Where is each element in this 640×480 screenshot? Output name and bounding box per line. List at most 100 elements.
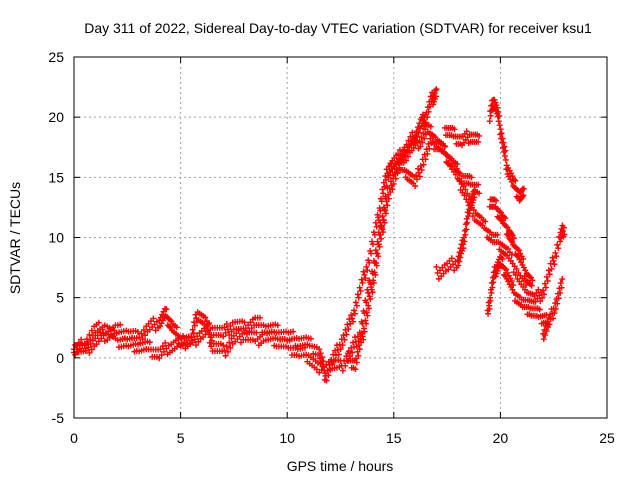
- data-point-marker: [520, 255, 527, 262]
- data-point-marker: [380, 190, 387, 197]
- data-point-marker: [369, 289, 376, 296]
- x-axis-label: GPS time / hours: [287, 458, 394, 474]
- data-point-marker: [82, 345, 89, 352]
- data-point-marker: [81, 340, 88, 347]
- data-point-marker: [224, 348, 231, 355]
- data-point-marker: [157, 346, 164, 353]
- y-tick-label: 25: [48, 49, 64, 65]
- data-point-marker: [456, 258, 463, 265]
- data-point-marker: [475, 181, 482, 188]
- data-point-marker: [163, 306, 170, 313]
- series-track: [433, 187, 478, 282]
- data-point-marker: [357, 287, 364, 294]
- data-point-marker: [191, 322, 198, 329]
- grid: [74, 57, 607, 418]
- data-point-marker: [274, 322, 281, 329]
- data-point-marker: [384, 202, 391, 209]
- data-point-marker: [360, 336, 367, 343]
- data-point-marker: [539, 294, 546, 301]
- data-point-marker: [356, 346, 363, 353]
- data-point-marker: [554, 241, 561, 248]
- data-point-marker: [464, 219, 471, 226]
- data-point-marker: [369, 241, 376, 248]
- data-point-marker: [222, 352, 229, 359]
- data-point-marker: [427, 103, 434, 110]
- data-point-marker: [553, 253, 560, 260]
- data-point-marker: [372, 271, 379, 278]
- series-track: [441, 124, 483, 149]
- data-point-marker: [502, 215, 509, 222]
- data-point-marker: [419, 139, 426, 146]
- data-point-marker: [427, 135, 434, 142]
- data-point-marker: [362, 275, 369, 282]
- data-point-marker: [424, 150, 431, 157]
- data-point-marker: [425, 108, 432, 115]
- data-point-marker: [226, 332, 233, 339]
- data-point-marker: [363, 299, 370, 306]
- data-point-marker: [220, 342, 227, 349]
- data-point-marker: [355, 294, 362, 301]
- data-point-marker: [540, 336, 547, 343]
- y-axis-label: SDTVAR / TECUs: [7, 182, 23, 294]
- data-point-marker: [495, 108, 502, 115]
- data-point-marker: [560, 224, 567, 231]
- data-point-marker: [361, 271, 368, 278]
- data-point-marker: [528, 282, 535, 289]
- data-point-marker: [489, 284, 496, 291]
- data-point-marker: [355, 352, 362, 359]
- data-point-marker: [361, 328, 368, 335]
- data-point-marker: [405, 137, 412, 144]
- data-point-marker: [241, 319, 248, 326]
- data-point-marker: [227, 344, 234, 351]
- data-point-marker: [360, 268, 367, 275]
- data-point-marker: [418, 134, 425, 141]
- data-point-marker: [367, 295, 374, 302]
- data-point-marker: [87, 337, 94, 344]
- data-point-marker: [543, 328, 550, 335]
- data-point-marker: [317, 350, 324, 357]
- data-point-marker: [362, 317, 369, 324]
- data-point-marker: [365, 305, 372, 312]
- data-point-marker: [339, 342, 346, 349]
- data-point-marker: [476, 190, 483, 197]
- data-point-marker: [471, 187, 478, 194]
- data-point-marker: [520, 185, 527, 192]
- data-point-marker: [496, 112, 503, 119]
- data-point-marker: [499, 255, 506, 262]
- data-point-marker: [396, 164, 403, 171]
- data-point-marker: [351, 307, 358, 314]
- data-point-marker: [223, 343, 230, 350]
- data-point-marker: [346, 316, 353, 323]
- data-point-marker: [323, 377, 330, 384]
- data-point-marker: [546, 321, 553, 328]
- data-point-marker: [187, 341, 194, 348]
- data-point-marker: [561, 231, 568, 238]
- data-point-marker: [364, 312, 371, 319]
- data-point-marker: [405, 153, 412, 160]
- data-point-marker: [307, 335, 314, 342]
- data-point-marker: [192, 342, 199, 349]
- data-point-marker: [550, 257, 557, 264]
- data-point-marker: [555, 295, 562, 302]
- data-point-marker: [404, 148, 411, 155]
- data-point-marker: [433, 263, 440, 270]
- data-point-marker: [207, 334, 214, 341]
- data-point-marker: [332, 347, 339, 354]
- data-point-marker: [208, 337, 215, 344]
- data-point-marker: [463, 226, 470, 233]
- y-tick-label: 5: [56, 290, 64, 306]
- data-point-marker: [334, 346, 341, 353]
- data-point-marker: [537, 298, 544, 305]
- data-point-marker: [552, 249, 559, 256]
- series-track: [486, 96, 527, 204]
- data-point-marker: [420, 130, 427, 137]
- data-point-marker: [220, 333, 227, 340]
- data-point-marker: [486, 305, 493, 312]
- data-point-marker: [400, 156, 407, 163]
- data-point-marker: [557, 289, 564, 296]
- data-point-marker: [475, 138, 482, 145]
- data-point-marker: [427, 123, 434, 130]
- data-point-marker: [385, 174, 392, 181]
- data-point-marker: [512, 177, 519, 184]
